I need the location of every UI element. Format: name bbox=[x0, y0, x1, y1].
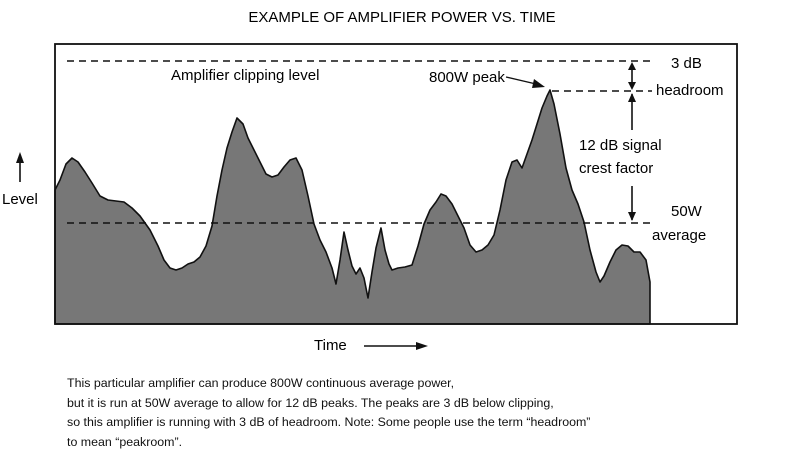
time-axis-label: Time bbox=[314, 337, 347, 354]
peak-label: 800W peak bbox=[429, 69, 505, 86]
level-arrow-icon bbox=[16, 152, 24, 182]
headroom-label-line1: 3 dB bbox=[671, 55, 702, 72]
caption-line: This particular amplifier can produce 80… bbox=[67, 376, 455, 390]
caption-line: so this amplifier is running with 3 dB o… bbox=[67, 415, 591, 429]
crest-factor-arrow bbox=[628, 93, 636, 221]
plot-frame bbox=[54, 43, 738, 325]
time-arrow-icon bbox=[364, 342, 428, 350]
caption-line: but it is run at 50W average to allow fo… bbox=[67, 395, 554, 410]
average-label-line1: 50W bbox=[671, 203, 703, 220]
caption-line: to mean “peakroom”. bbox=[67, 434, 183, 449]
peak-leader-head bbox=[532, 79, 545, 88]
crest-factor-label-line2: crest factor bbox=[579, 160, 653, 177]
peak-leader-line bbox=[505, 76, 537, 85]
crest-factor-label-line1: 12 dB signal bbox=[579, 137, 662, 154]
diagram-title: EXAMPLE OF AMPLIFIER POWER VS. TIME bbox=[248, 9, 555, 26]
signal-waveform bbox=[54, 89, 651, 325]
clipping-level-label: Amplifier clipping level bbox=[171, 67, 319, 84]
headroom-label-line2: headroom bbox=[656, 82, 724, 99]
level-axis-label: Level bbox=[2, 191, 38, 208]
average-label-line2: average bbox=[652, 227, 706, 244]
headroom-arrow bbox=[628, 62, 636, 90]
caption-text: This particular amplifier can produce 80… bbox=[67, 374, 782, 452]
